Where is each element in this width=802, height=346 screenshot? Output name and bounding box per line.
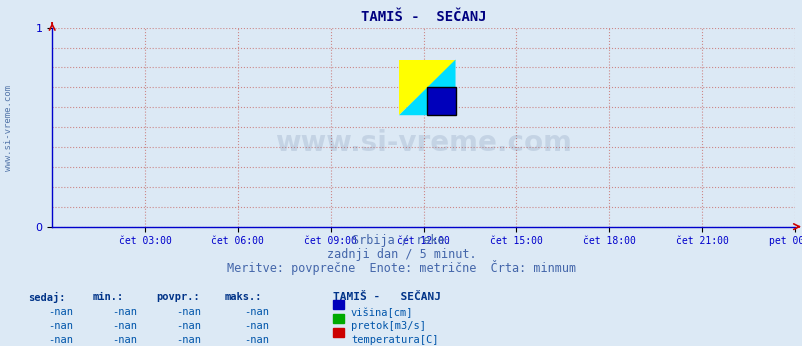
Polygon shape bbox=[399, 60, 455, 115]
Text: pretok[m3/s]: pretok[m3/s] bbox=[350, 321, 425, 331]
Text: Meritve: povprečne  Enote: metrične  Črta: minmum: Meritve: povprečne Enote: metrične Črta:… bbox=[227, 260, 575, 275]
Text: -nan: -nan bbox=[111, 307, 137, 317]
Text: min.:: min.: bbox=[92, 292, 124, 302]
Text: TAMIŠ -   SEČANJ: TAMIŠ - SEČANJ bbox=[333, 292, 440, 302]
Text: -nan: -nan bbox=[176, 335, 201, 345]
Text: -nan: -nan bbox=[111, 321, 137, 331]
Text: zadnji dan / 5 minut.: zadnji dan / 5 minut. bbox=[326, 248, 476, 261]
Text: -nan: -nan bbox=[176, 321, 201, 331]
Text: -nan: -nan bbox=[47, 321, 73, 331]
Text: -nan: -nan bbox=[244, 321, 269, 331]
Text: -nan: -nan bbox=[176, 307, 201, 317]
Text: -nan: -nan bbox=[244, 307, 269, 317]
Text: -nan: -nan bbox=[244, 335, 269, 345]
Text: www.si-vreme.com: www.si-vreme.com bbox=[275, 129, 571, 157]
Text: -nan: -nan bbox=[111, 335, 137, 345]
Text: maks.:: maks.: bbox=[225, 292, 262, 302]
Text: -nan: -nan bbox=[47, 307, 73, 317]
Text: višina[cm]: višina[cm] bbox=[350, 307, 413, 318]
FancyBboxPatch shape bbox=[427, 88, 455, 115]
Text: www.si-vreme.com: www.si-vreme.com bbox=[3, 85, 13, 171]
Title: TAMIŠ -  SEČANJ: TAMIŠ - SEČANJ bbox=[360, 10, 486, 24]
Polygon shape bbox=[399, 60, 455, 115]
Text: sedaj:: sedaj: bbox=[28, 292, 66, 303]
Text: temperatura[C]: temperatura[C] bbox=[350, 335, 438, 345]
Text: Srbija / reke.: Srbija / reke. bbox=[351, 234, 451, 247]
Text: -nan: -nan bbox=[47, 335, 73, 345]
Text: povpr.:: povpr.: bbox=[156, 292, 200, 302]
